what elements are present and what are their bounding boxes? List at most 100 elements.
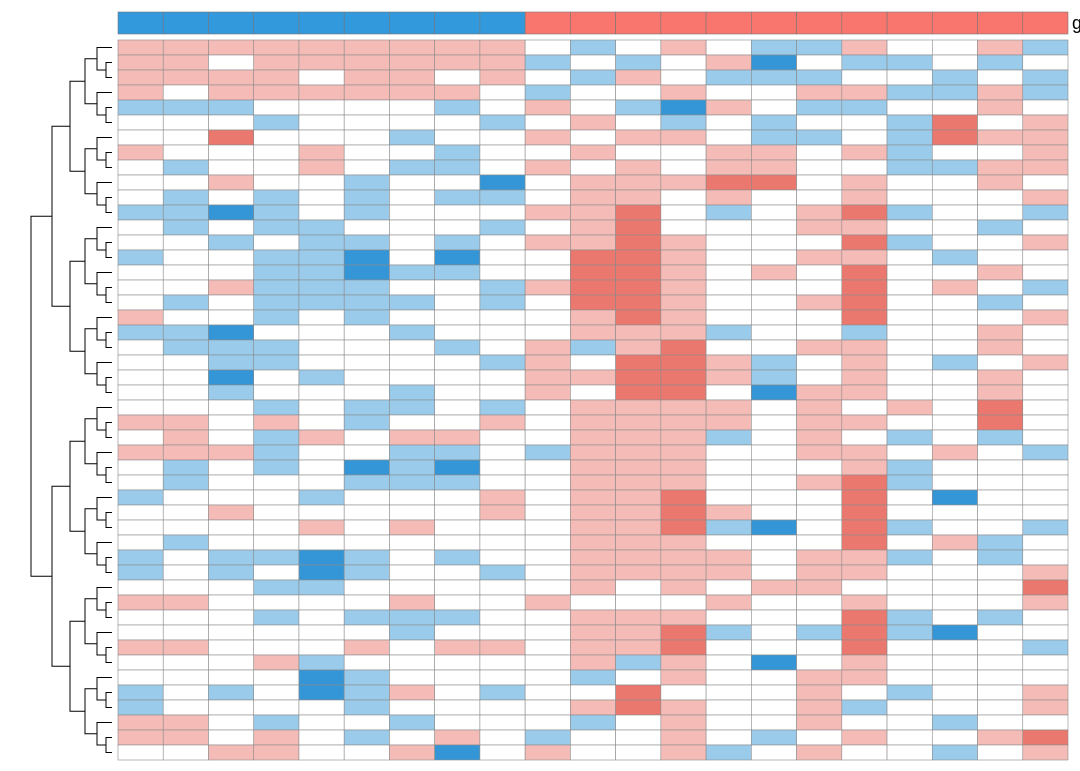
- heatmap-cell: [343, 204, 390, 221]
- heatmap-cell: [841, 369, 888, 386]
- heatmap-cell: [162, 609, 209, 626]
- heatmap-cell: [434, 579, 481, 596]
- heatmap-cell: [389, 249, 435, 266]
- heatmap-cell: [751, 504, 797, 521]
- heatmap-cell: [208, 189, 255, 206]
- heatmap-cell: [615, 279, 662, 296]
- heatmap-cell: [208, 564, 255, 581]
- heatmap-cell: [886, 309, 933, 326]
- heatmap-cell: [208, 459, 255, 476]
- heatmap-cell: [751, 594, 797, 611]
- group-annotation: [796, 11, 843, 35]
- heatmap-cell: [298, 84, 345, 101]
- heatmap-cell: [479, 534, 526, 551]
- heatmap-cell: [208, 729, 255, 746]
- dendrogram-branch: [84, 148, 97, 195]
- heatmap-cell: [796, 534, 843, 551]
- heatmap-cell: [479, 144, 526, 161]
- heatmap-cell: [479, 474, 526, 491]
- heatmap-cell: [841, 204, 888, 221]
- group-annotation: [389, 11, 435, 35]
- heatmap-cell: [705, 69, 752, 86]
- heatmap-cell: [796, 564, 843, 581]
- heatmap-cell: [751, 54, 797, 71]
- heatmap-cell: [434, 99, 481, 116]
- heatmap-cell: [1022, 579, 1069, 596]
- heatmap-cell: [389, 624, 435, 641]
- heatmap-cell: [343, 174, 390, 191]
- heatmap-cell: [524, 99, 571, 116]
- heatmap-cell: [524, 309, 571, 326]
- heatmap-cell: [343, 444, 390, 461]
- heatmap-cell: [660, 699, 707, 716]
- heatmap-cell: [479, 129, 526, 146]
- heatmap-cell: [208, 369, 255, 386]
- heatmap-cell: [117, 249, 164, 266]
- heatmap-cell: [524, 504, 571, 521]
- heatmap-cell: [117, 84, 164, 101]
- heatmap-cell: [434, 414, 481, 431]
- heatmap-cell: [615, 414, 662, 431]
- heatmap-cell: [931, 504, 978, 521]
- heatmap-cell: [660, 564, 707, 581]
- heatmap-cell: [660, 309, 707, 326]
- heatmap-cell: [343, 714, 390, 731]
- heatmap-cell: [479, 579, 526, 596]
- heatmap-cell: [298, 564, 345, 581]
- heatmap-cell: [570, 114, 616, 131]
- heatmap-cell: [705, 474, 752, 491]
- heatmap-cell: [660, 639, 707, 656]
- heatmap-cell: [570, 699, 616, 716]
- heatmap-cell: [886, 429, 933, 446]
- heatmap-cell: [253, 534, 300, 551]
- heatmap-cell: [524, 744, 571, 761]
- heatmap-cell: [886, 144, 933, 161]
- heatmap-cell: [1022, 594, 1069, 611]
- heatmap-cell: [343, 219, 390, 236]
- heatmap-cell: [931, 219, 978, 236]
- heatmap-cell: [253, 684, 300, 701]
- heatmap-cell: [389, 189, 435, 206]
- heatmap-cell: [886, 744, 933, 761]
- heatmap-cell: [343, 144, 390, 161]
- heatmap-cell: [343, 564, 390, 581]
- heatmap-cell: [1022, 714, 1069, 731]
- heatmap-cell: [977, 294, 1024, 311]
- heatmap-cell: [253, 54, 300, 71]
- heatmap-cell: [886, 714, 933, 731]
- heatmap-cell: [117, 324, 164, 341]
- heatmap-cell: [524, 519, 571, 536]
- heatmap-cell: [931, 324, 978, 341]
- heatmap-cell: [343, 534, 390, 551]
- heatmap-cell: [208, 639, 255, 656]
- heatmap-cell: [615, 504, 662, 521]
- heatmap-cell: [434, 369, 481, 386]
- heatmap-cell: [208, 114, 255, 131]
- heatmap-cell: [931, 264, 978, 281]
- heatmap-cell: [1022, 219, 1069, 236]
- heatmap-cell: [705, 519, 752, 536]
- heatmap-cell: [1022, 519, 1069, 536]
- heatmap-cell: [117, 189, 164, 206]
- heatmap-cell: [570, 429, 616, 446]
- heatmap-cell: [208, 399, 255, 416]
- heatmap-cell: [570, 444, 616, 461]
- heatmap-cell: [705, 99, 752, 116]
- heatmap-cell: [117, 744, 164, 761]
- heatmap-cell: [615, 114, 662, 131]
- heatmap-cell: [886, 264, 933, 281]
- heatmap-cell: [117, 279, 164, 296]
- heatmap-cell: [886, 474, 933, 491]
- heatmap-cell: [931, 459, 978, 476]
- heatmap-cell: [977, 579, 1024, 596]
- heatmap-cell: [1022, 549, 1069, 566]
- heatmap-cell: [931, 414, 978, 431]
- heatmap-cell: [660, 534, 707, 551]
- heatmap-cell: [977, 339, 1024, 356]
- heatmap-cell: [660, 204, 707, 221]
- heatmap-cell: [389, 474, 435, 491]
- heatmap-cell: [977, 639, 1024, 656]
- heatmap-cell: [570, 249, 616, 266]
- heatmap-cell: [117, 234, 164, 251]
- heatmap-cell: [841, 99, 888, 116]
